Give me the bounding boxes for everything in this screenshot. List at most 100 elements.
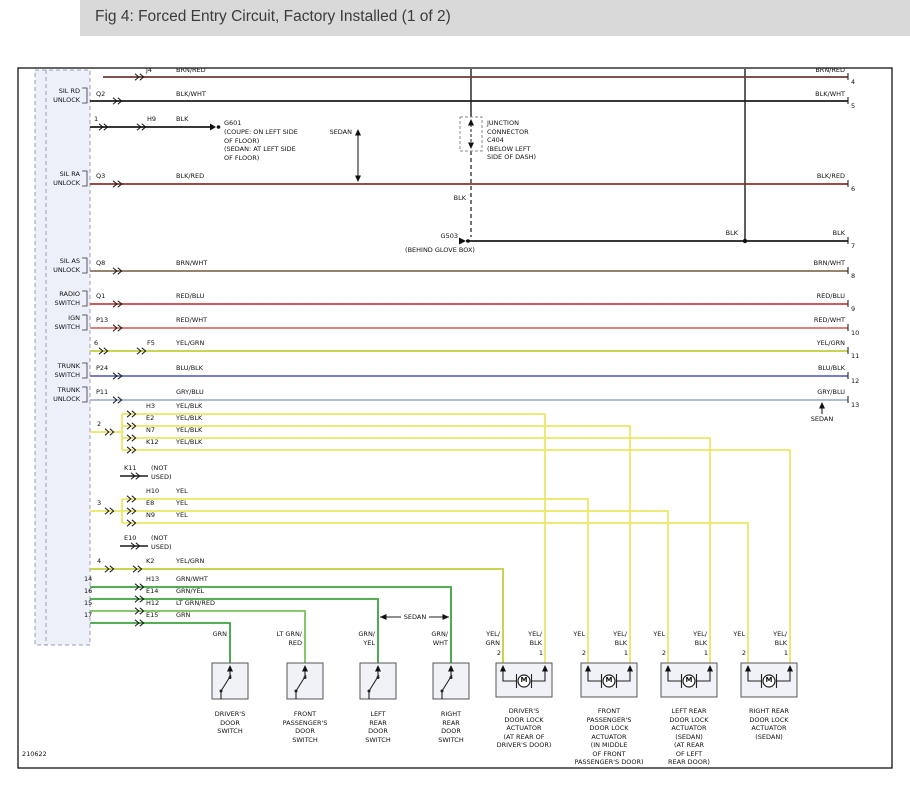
connector-label: F5 bbox=[147, 339, 155, 347]
connector-label: H3 bbox=[146, 402, 156, 410]
door-switch-driver-symbol bbox=[211, 662, 249, 700]
component-label: FRONT PASSENGER'S DOOR LOCK ACTUATOR (IN… bbox=[574, 707, 644, 766]
door-switch-right-rear-symbol bbox=[432, 662, 470, 700]
terminal-number: 10 bbox=[851, 329, 860, 337]
sedan-range-arrow-left bbox=[355, 129, 361, 182]
terminal-number: 4 bbox=[851, 78, 856, 86]
figure-title-bar: Fig 4: Forced Entry Circuit, Factory Ins… bbox=[80, 0, 910, 36]
control-module-box bbox=[34, 69, 91, 646]
pin-label: 2 bbox=[581, 649, 586, 657]
wire-color-label: BLK/WHT bbox=[176, 90, 206, 98]
wire-color-label: GRN/WHT bbox=[176, 575, 208, 583]
module-pin-label: SIL RA UNLOCK bbox=[53, 170, 80, 187]
pin-label: 1 bbox=[703, 649, 708, 657]
wire-color-label: GRN/ YEL bbox=[358, 630, 375, 647]
component-label: FRONT PASSENGER'S DOOR SWITCH bbox=[282, 710, 328, 744]
terminal-number: 11 bbox=[851, 352, 860, 360]
horizontal-wires bbox=[90, 76, 848, 401]
connector-label: N7 bbox=[146, 426, 155, 434]
component-label: DRIVER'S DOOR SWITCH bbox=[214, 710, 246, 735]
terminal-number: 8 bbox=[851, 272, 856, 280]
wire-color-label: BLK bbox=[832, 229, 845, 237]
motor-label: M bbox=[520, 676, 528, 684]
wire-color-label: YEL/ BLK bbox=[773, 630, 787, 647]
module-pin-label: SIL AS UNLOCK bbox=[53, 257, 80, 274]
wire-color-label: GRN/YEL bbox=[176, 587, 205, 595]
wire-color-label: BRN/WHT bbox=[176, 259, 208, 267]
connector-label: E2 bbox=[146, 414, 155, 422]
door-lock-actuator-front-passenger-symbol bbox=[580, 662, 638, 698]
component-label: RIGHT REAR DOOR SWITCH bbox=[438, 710, 464, 744]
connector-label: K11 bbox=[124, 464, 137, 472]
wire-color-label: BLK/RED bbox=[176, 172, 205, 180]
wire-color-label: LT GRN/RED bbox=[176, 599, 215, 607]
door-lock-actuator-right-rear-symbol bbox=[740, 662, 798, 698]
wire-color-label: YEL/ BLK bbox=[613, 630, 627, 647]
connector-label: H9 bbox=[147, 115, 157, 123]
sedan-note: SEDAN bbox=[329, 128, 352, 136]
connector-label: E8 bbox=[146, 499, 155, 507]
pin-label: P11 bbox=[96, 388, 109, 396]
doc-number: 210622 bbox=[22, 750, 47, 758]
pin-label: Q8 bbox=[96, 259, 106, 267]
component-label: LEFT REAR DOOR SWITCH bbox=[365, 710, 391, 744]
not-used-stubs bbox=[120, 475, 148, 547]
motor-label: M bbox=[765, 676, 773, 684]
pin-label: 2 bbox=[661, 649, 666, 657]
ground-g601-symbol bbox=[210, 123, 221, 131]
wire-color-label: RED/WHT bbox=[813, 316, 845, 324]
wire-color-label: YEL/GRN bbox=[816, 339, 845, 347]
pin-label: 2 bbox=[741, 649, 746, 657]
pin-label: 14 bbox=[84, 575, 93, 583]
wire-color-label: BLU/BLK bbox=[817, 364, 845, 372]
pin-label: 6 bbox=[94, 339, 99, 347]
wire-color-label: BLK bbox=[725, 229, 738, 237]
junction-connector-c404-symbol bbox=[459, 116, 483, 152]
component-label: RIGHT REAR DOOR LOCK ACTUATOR (SEDAN) bbox=[749, 707, 789, 741]
pin-label: 4 bbox=[97, 557, 102, 565]
wire-color-label: YEL/BLK bbox=[176, 426, 203, 434]
wire-color-label: YEL bbox=[176, 487, 188, 495]
pin-label: 1 bbox=[623, 649, 628, 657]
pin-label: 1 bbox=[783, 649, 788, 657]
wire-color-label: BRN/WHT bbox=[813, 259, 845, 267]
wire-color-label: YEL bbox=[573, 630, 585, 638]
door-switch-front-passenger-symbol bbox=[286, 662, 324, 700]
pin-label: 1 bbox=[94, 115, 99, 123]
wire-color-label: YEL/GRN bbox=[176, 339, 205, 347]
ground-label: G601 bbox=[224, 119, 242, 127]
sedan-range-arrow-bottom bbox=[380, 614, 449, 620]
pin-label: 3 bbox=[97, 499, 102, 507]
motor-label: M bbox=[605, 676, 613, 684]
wire-color-label: YEL/ BLK bbox=[693, 630, 707, 647]
pin-label: P24 bbox=[96, 364, 109, 372]
wire-color-label: YEL/BLK bbox=[176, 402, 203, 410]
junction-connector-note: JUNCTION CONNECTOR C404 (BELOW LEFT SIDE… bbox=[487, 119, 537, 161]
ground-note: (BEHIND GLOVE BOX) bbox=[405, 246, 475, 254]
wire-color-label: RED/BLU bbox=[176, 292, 205, 300]
wire-color-label: LT GRN/ RED bbox=[276, 630, 302, 647]
connector-label: E10 bbox=[124, 534, 137, 542]
terminal-number: 5 bbox=[851, 102, 856, 110]
connector-label: J4 bbox=[146, 66, 153, 74]
wire-color-label: RED/BLU bbox=[816, 292, 845, 300]
door-switch-left-rear-symbol bbox=[359, 662, 397, 700]
wire-color-label: BRN/RED bbox=[815, 66, 845, 74]
component-label: LEFT REAR DOOR LOCK ACTUATOR (SEDAN) (AT… bbox=[668, 707, 710, 766]
terminal-number: 9 bbox=[851, 305, 856, 313]
wire-color-label: BLK/WHT bbox=[815, 90, 845, 98]
terminal-number: 7 bbox=[851, 242, 856, 250]
wire-color-label: BLK/RED bbox=[816, 172, 845, 180]
wire-color-label: BLK bbox=[453, 194, 466, 202]
terminal-number: 13 bbox=[851, 401, 860, 409]
wire-color-label: YEL/ GRN bbox=[485, 630, 500, 647]
pin-label: 17 bbox=[84, 611, 93, 619]
pin-label: 1 bbox=[538, 649, 543, 657]
connector-label: H10 bbox=[146, 487, 160, 495]
green-wire-group bbox=[90, 586, 452, 663]
connector-label: H12 bbox=[146, 599, 160, 607]
pin-label: 15 bbox=[84, 599, 93, 607]
door-lock-actuator-left-rear-symbol bbox=[660, 662, 718, 698]
